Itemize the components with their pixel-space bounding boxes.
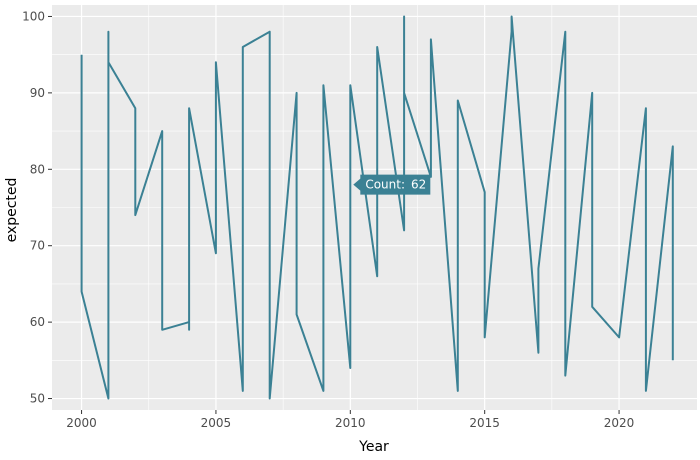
tooltip: Count: 62 [353,174,431,195]
y-tick-label: 60 [30,315,45,329]
y-axis: 50 60 70 80 90 100 [22,9,52,406]
grid-minor [52,5,697,410]
x-axis-title: Year [358,439,389,455]
y-tick-label: 80 [30,162,45,176]
y-tick-label: 70 [30,239,45,253]
y-axis-title: expected [4,178,20,243]
y-tick-label: 50 [30,392,45,406]
x-tick-label: 2020 [604,416,635,430]
tooltip-label: Count: [365,178,405,192]
x-tick-label: 2010 [335,416,366,430]
x-tick-label: 2015 [469,416,500,430]
tooltip-value: 62 [411,178,426,192]
tooltip-box [353,174,431,195]
y-tick-label: 100 [22,9,45,23]
y-tick-label: 90 [30,86,45,100]
x-tick-label: 2000 [66,416,97,430]
x-tick-label: 2005 [201,416,232,430]
x-axis: 2000 2005 2010 2015 2020 [66,410,634,430]
